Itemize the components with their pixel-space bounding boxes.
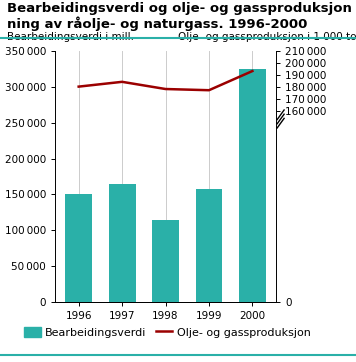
Text: ning av råolje- og naturgass. 1996-2000: ning av råolje- og naturgass. 1996-2000 (7, 16, 308, 31)
Bar (109, 184, 136, 302)
Text: Bearbeidingsverdi og olje- og gassproduksjon i utvin-: Bearbeidingsverdi og olje- og gassproduk… (7, 2, 356, 15)
Bar (152, 220, 179, 302)
Bar (195, 189, 222, 302)
Text: Bearbeidingsverdi i mill.: Bearbeidingsverdi i mill. (7, 31, 134, 42)
Bar (239, 69, 266, 302)
Text: Olje- og gassproduksjon i 1 000 tonn: Olje- og gassproduksjon i 1 000 tonn (178, 31, 356, 42)
Legend: Bearbeidingsverdi, Olje- og gassproduksjon: Bearbeidingsverdi, Olje- og gassproduksj… (20, 322, 315, 342)
Bar (65, 194, 92, 302)
